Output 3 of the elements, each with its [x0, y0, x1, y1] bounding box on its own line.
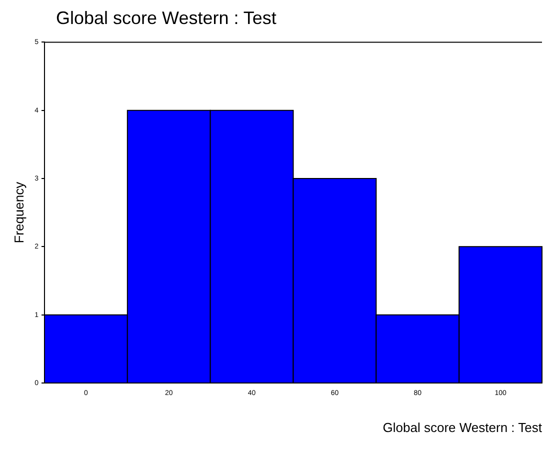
chart-title: Global score Western : Test: [56, 8, 278, 29]
x-axis-title: Global score Western : Test: [382, 420, 542, 435]
y-axis-title: Frequency: [11, 181, 26, 244]
